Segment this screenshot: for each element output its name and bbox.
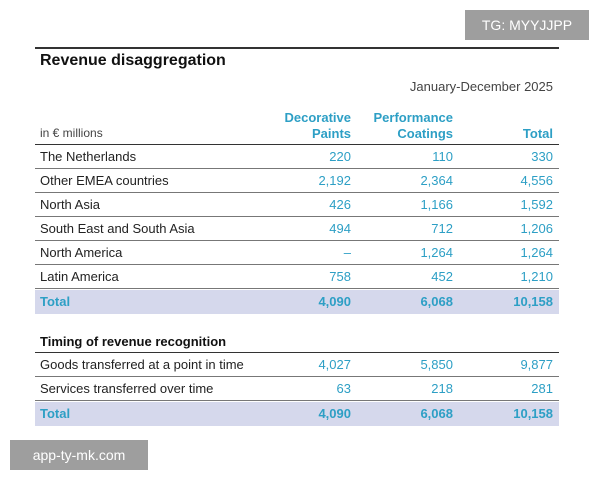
- row-label: Services transferred over time: [40, 381, 214, 396]
- telegram-watermark: TG: MYYJJPP: [465, 10, 589, 40]
- total-value: 1,210: [520, 269, 553, 284]
- row-label: South East and South Asia: [40, 221, 195, 236]
- total-value: 281: [531, 381, 553, 396]
- decorative-value: 4,027: [318, 357, 351, 372]
- section-title-timing: Timing of revenue recognition: [40, 334, 227, 349]
- total-value: 1,264: [520, 245, 553, 260]
- decorative-value: 63: [336, 381, 351, 396]
- top-divider: [35, 47, 559, 49]
- column-header-line: Performance: [373, 110, 453, 125]
- total-value: 4,556: [520, 173, 553, 188]
- row-label: Total: [40, 406, 71, 421]
- table-row: Latin America 758 452 1,210: [35, 265, 559, 289]
- header-divider: [35, 144, 559, 145]
- decorative-value: 494: [329, 221, 351, 236]
- total-value: 10,158: [513, 406, 553, 421]
- decorative-value: 2,192: [318, 173, 351, 188]
- row-label: North America: [40, 245, 123, 260]
- table-row: Services transferred over time 63 218 28…: [35, 377, 559, 401]
- units-label: in € millions: [40, 126, 103, 140]
- row-label: North Asia: [40, 197, 100, 212]
- column-header-line: Coatings: [397, 126, 453, 141]
- decorative-value: –: [343, 245, 351, 260]
- decorative-value: 4,090: [318, 406, 351, 421]
- decorative-value: 426: [329, 197, 351, 212]
- total-value: 1,206: [520, 221, 553, 236]
- table-title: Revenue disaggregation: [40, 52, 226, 69]
- table-row: The Netherlands 220 110 330: [35, 145, 559, 169]
- total-value: 10,158: [513, 294, 553, 309]
- performance-value: 1,166: [420, 197, 453, 212]
- performance-value: 6,068: [420, 294, 453, 309]
- table-row: Other EMEA countries 2,192 2,364 4,556: [35, 169, 559, 193]
- table-row: South East and South Asia 494 712 1,206: [35, 217, 559, 241]
- total-value: 1,592: [520, 197, 553, 212]
- performance-value: 218: [431, 381, 453, 396]
- decorative-value: 758: [329, 269, 351, 284]
- performance-value: 452: [431, 269, 453, 284]
- row-label: The Netherlands: [40, 149, 137, 164]
- decorative-value: 220: [329, 149, 351, 164]
- period-label: January-December 2025: [409, 79, 553, 94]
- table-row: North America – 1,264 1,264: [35, 241, 559, 265]
- total-value: 9,877: [520, 357, 553, 372]
- table-row: North Asia 426 1,166 1,592: [35, 193, 559, 217]
- column-header-decorative-paints: Decorative Paints: [285, 110, 351, 142]
- row-label: Other EMEA countries: [40, 173, 169, 188]
- performance-value: 712: [431, 221, 453, 236]
- total-row: Total 4,090 6,068 10,158: [35, 402, 559, 426]
- table-row: Goods transferred at a point in time 4,0…: [35, 353, 559, 377]
- performance-value: 1,264: [420, 245, 453, 260]
- site-watermark: app-ty-mk.com: [10, 440, 148, 470]
- performance-value: 2,364: [420, 173, 453, 188]
- total-value: 330: [531, 149, 553, 164]
- row-label: Latin America: [40, 269, 119, 284]
- performance-value: 110: [432, 149, 453, 164]
- decorative-value: 4,090: [318, 294, 351, 309]
- column-header-performance-coatings: Performance Coatings: [374, 110, 453, 142]
- performance-value: 6,068: [420, 406, 453, 421]
- total-row: Total 4,090 6,068 10,158: [35, 290, 559, 314]
- row-label: Total: [40, 294, 71, 309]
- section-divider: [35, 352, 559, 353]
- performance-value: 5,850: [420, 357, 453, 372]
- column-header-line: Paints: [311, 126, 351, 141]
- row-label: Goods transferred at a point in time: [40, 357, 244, 372]
- column-header-total: Total: [522, 126, 553, 141]
- column-header-line: Decorative: [284, 110, 351, 125]
